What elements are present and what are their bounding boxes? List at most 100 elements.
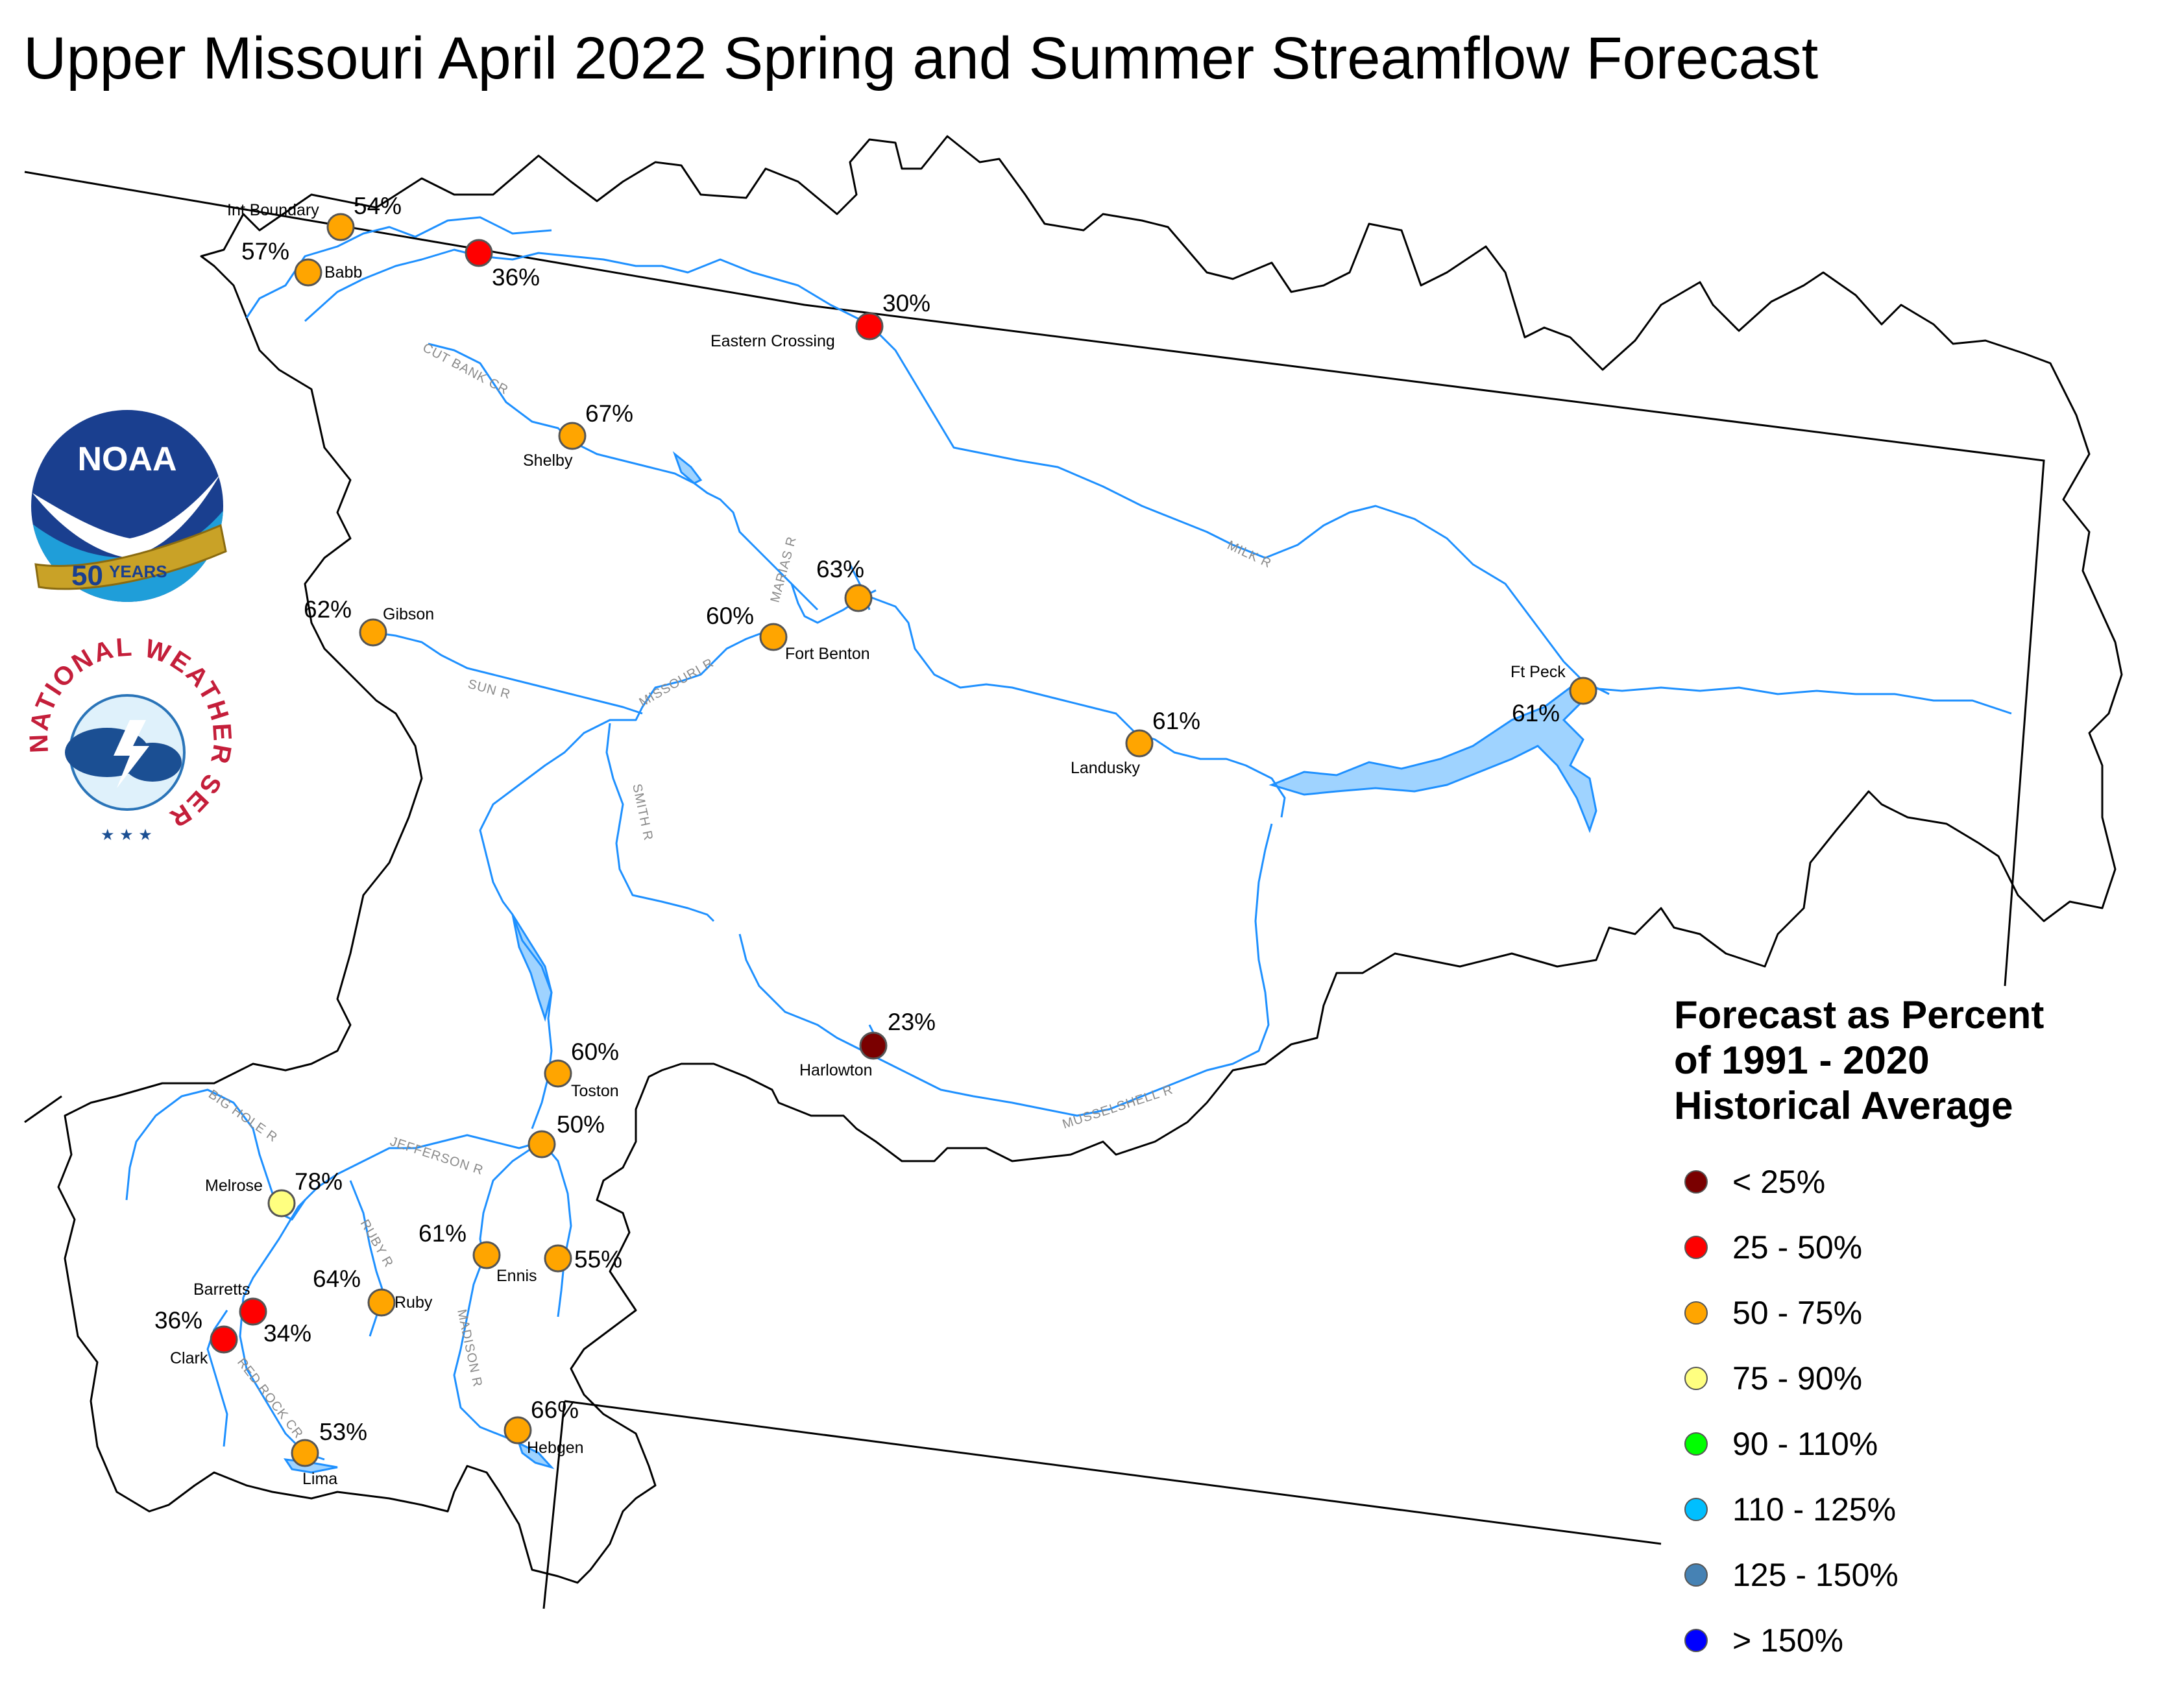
site-marias-loma[interactable]: 63%	[816, 556, 873, 612]
site-name: Eastern Crossing	[710, 332, 835, 350]
site-marker[interactable]	[558, 422, 587, 450]
site-toston[interactable]: Toston 60%	[544, 1039, 619, 1100]
site-gibson[interactable]: Gibson 62%	[304, 596, 434, 647]
site-name: Ft Peck	[1511, 663, 1566, 681]
noaa-logo-years-word: YEARS	[109, 562, 167, 581]
site-shelby[interactable]: Shelby 67%	[523, 400, 633, 470]
site-lima[interactable]: Lima 53%	[291, 1419, 367, 1488]
site-gallatin-logan[interactable]: 55%	[544, 1244, 622, 1273]
site-percent: 53%	[319, 1419, 367, 1445]
site-marker[interactable]	[544, 1059, 572, 1088]
site-percent: 78%	[295, 1168, 343, 1195]
site-melrose[interactable]: Melrose 78%	[205, 1168, 343, 1218]
site-barretts[interactable]: Barretts 34%	[193, 1280, 311, 1347]
hebgen-lake	[517, 1441, 555, 1469]
river-label: MUSSELSHELL R	[1061, 1083, 1175, 1132]
site-hebgen[interactable]: Hebgen 66%	[504, 1397, 584, 1457]
red-rock-upper	[206, 1310, 228, 1447]
river-label: MILK R	[1225, 538, 1274, 571]
milk-river	[304, 248, 1610, 695]
legend-title-line: Historical Average	[1674, 1084, 2013, 1127]
sun-river	[372, 631, 643, 715]
legend-item: 90 - 110%	[1684, 1426, 1878, 1462]
river-label: JEFFERSON R	[388, 1135, 485, 1178]
site-marker[interactable]	[465, 239, 493, 267]
site-marker[interactable]	[1569, 677, 1597, 705]
site-harlowton[interactable]: Harlowton 23%	[799, 1009, 936, 1079]
st-mary-river	[245, 216, 552, 318]
legend-title: Forecast as Percent of 1991 - 2020 Histo…	[1674, 992, 2167, 1129]
legend-swatch	[1684, 1498, 1708, 1521]
site-clark[interactable]: Clark 36%	[154, 1307, 238, 1367]
legend-label: 110 - 125%	[1732, 1491, 1897, 1528]
site-percent: 60%	[571, 1039, 619, 1065]
legend-item: 125 - 150%	[1684, 1557, 1899, 1593]
site-three-forks[interactable]: 50%	[528, 1111, 605, 1159]
legend-item: < 25%	[1684, 1164, 1825, 1200]
site-name: Gibson	[383, 605, 434, 623]
noaa-logo: NOAA 50 YEARS	[31, 410, 227, 602]
site-percent: 66%	[531, 1397, 579, 1423]
legend-item: 25 - 50%	[1684, 1229, 1862, 1266]
site-st-mary-crossing[interactable]: 36%	[465, 239, 540, 291]
legend-swatch	[1684, 1367, 1708, 1390]
site-percent: 61%	[419, 1220, 467, 1247]
site-marker[interactable]	[367, 1288, 396, 1317]
site-marker[interactable]	[759, 623, 788, 651]
river-label: MADISON R	[454, 1308, 485, 1388]
river-label: CUT BANK CR	[420, 341, 511, 398]
site-marker[interactable]	[472, 1241, 501, 1269]
site-ruby[interactable]: Ruby 64%	[313, 1266, 433, 1317]
missouri-river-lower	[1583, 686, 2012, 715]
site-marker[interactable]	[504, 1416, 532, 1445]
site-marker[interactable]	[326, 213, 355, 241]
site-landusky[interactable]: Landusky 61%	[1071, 708, 1200, 777]
site-marker[interactable]	[859, 1031, 888, 1060]
site-percent: 54%	[354, 193, 402, 219]
site-marker[interactable]	[528, 1130, 556, 1159]
site-percent: 34%	[263, 1320, 311, 1347]
site-ennis[interactable]: Ennis 61%	[419, 1220, 537, 1285]
site-int-boundary[interactable]: Int Boundary 54%	[227, 193, 402, 241]
site-name: Landusky	[1071, 759, 1141, 777]
site-name: Barretts	[193, 1280, 250, 1299]
site-name: Toston	[571, 1082, 619, 1100]
site-marker[interactable]	[844, 584, 873, 612]
site-fort-benton[interactable]: Fort Benton 60%	[706, 603, 870, 663]
site-percent: 55%	[574, 1246, 622, 1273]
site-percent: 30%	[882, 290, 930, 317]
site-marker[interactable]	[544, 1244, 572, 1273]
site-eastern-crossing[interactable]: Eastern Crossing 30%	[710, 290, 930, 350]
site-marker[interactable]	[210, 1325, 238, 1354]
noaa-logo-years-number: 50	[71, 560, 103, 592]
legend-swatch	[1684, 1170, 1708, 1194]
site-name: Ruby	[394, 1293, 433, 1312]
site-babb[interactable]: Babb 57%	[241, 238, 362, 287]
site-marker[interactable]	[267, 1189, 296, 1218]
site-marker[interactable]	[359, 618, 387, 647]
river-label: RUBY R	[358, 1218, 396, 1270]
site-marker[interactable]	[291, 1439, 319, 1467]
missouri-river-upper	[869, 595, 1286, 818]
legend-swatch	[1684, 1629, 1708, 1652]
river-label: BIG HOLE R	[206, 1087, 280, 1145]
site-marker[interactable]	[1125, 729, 1154, 758]
legend-label: 75 - 90%	[1732, 1360, 1863, 1397]
legend-label: 25 - 50%	[1732, 1229, 1863, 1266]
river-label: SUN R	[467, 677, 513, 702]
musselshell-river	[738, 823, 1273, 1117]
site-ft-peck[interactable]: Ft Peck 61%	[1511, 663, 1597, 726]
ruby-river	[349, 1180, 384, 1337]
site-percent: 64%	[313, 1266, 361, 1292]
missouri-river-mid	[479, 628, 773, 1129]
legend-swatch	[1684, 1301, 1708, 1325]
site-marker[interactable]	[239, 1297, 267, 1326]
lakes	[283, 451, 1597, 1474]
site-name: Babb	[324, 263, 362, 282]
site-marker[interactable]	[855, 312, 884, 341]
legend-label: 125 - 150%	[1732, 1557, 1899, 1593]
site-name: Harlowton	[799, 1061, 873, 1079]
site-marker[interactable]	[294, 258, 322, 287]
noaa-logo-gull	[32, 474, 221, 558]
madison-river	[453, 1140, 542, 1441]
